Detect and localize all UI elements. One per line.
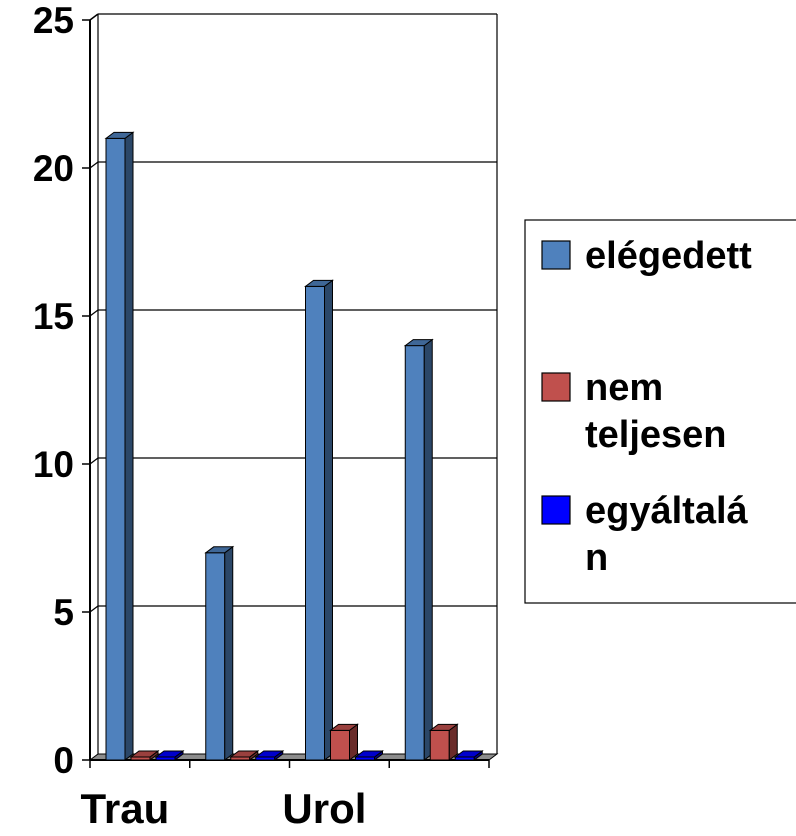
bar-side xyxy=(124,131,134,761)
legend-swatch xyxy=(541,495,571,525)
bar-nem-teljesen-1 xyxy=(229,750,260,761)
legend-label-line: teljesen xyxy=(585,414,727,456)
legend-label-line: nem xyxy=(585,367,663,409)
legend-swatch xyxy=(541,372,571,402)
legend-label-line: n xyxy=(585,537,608,579)
bar-front xyxy=(404,345,425,761)
y-tick-label-20: 20 xyxy=(33,148,74,189)
bar-top xyxy=(428,723,459,731)
legend-label-line: elégedett xyxy=(585,235,752,277)
gridline-side-20 xyxy=(89,161,99,169)
bar-nem-teljesen-0 xyxy=(129,750,160,761)
bar-top xyxy=(104,131,135,139)
bar-egyáltalán-2 xyxy=(354,750,384,761)
legend-box xyxy=(524,219,796,604)
bar-top xyxy=(204,546,235,554)
bar-top xyxy=(453,750,484,758)
bar-egyáltalán-3 xyxy=(453,750,484,761)
y-tick-label-10: 10 xyxy=(33,444,74,485)
bar-front xyxy=(429,729,450,761)
bar-front xyxy=(305,285,325,761)
bar-top xyxy=(329,723,359,731)
bar-top xyxy=(403,339,434,347)
bar-elégedett-2 xyxy=(304,279,334,761)
bar-egyáltalán-1 xyxy=(254,750,285,761)
bar-nem-teljesen-3 xyxy=(428,723,459,761)
bar-top xyxy=(304,279,334,287)
bar-nem-teljesen-2 xyxy=(329,723,359,761)
bar-egyáltalán-0 xyxy=(154,750,185,761)
gridline-side-10 xyxy=(89,457,99,465)
bar-front xyxy=(205,552,226,761)
bar-elégedett-3 xyxy=(403,338,434,761)
legend-swatch xyxy=(541,240,571,270)
legend: elégedett nem teljesen egyáltalá n xyxy=(524,219,796,604)
plot-area: 0 5 10 15 20 25 Trau Urol xyxy=(33,0,499,832)
y-tick-label-25: 25 xyxy=(33,0,74,41)
bar-side xyxy=(423,338,433,761)
x-category-label-0: Trau xyxy=(81,785,170,831)
bar-front xyxy=(105,137,126,761)
y-tick-label-0: 0 xyxy=(53,740,74,781)
bar-top xyxy=(254,750,285,758)
bar-elégedett-1 xyxy=(204,545,235,761)
bar-elégedett-0 xyxy=(104,131,135,761)
x-category-label-2: Urol xyxy=(282,785,366,831)
bar-side xyxy=(324,279,333,761)
bar-side xyxy=(224,545,234,761)
y-axis-top-cap xyxy=(89,13,99,21)
bar-top xyxy=(229,750,260,758)
bar-top xyxy=(154,750,185,758)
legend-label-line: egyáltalá xyxy=(585,490,749,532)
bar-top xyxy=(354,750,384,758)
legend-entry-1: nem teljesen xyxy=(541,367,727,456)
legend-entry-0: elégedett xyxy=(541,235,752,277)
y-tick-label-15: 15 xyxy=(33,296,74,337)
gridline-side-15 xyxy=(89,309,99,317)
gridline-side-5 xyxy=(89,605,99,613)
y-tick-label-5: 5 xyxy=(53,592,74,633)
bar-front xyxy=(330,729,350,761)
bar-top xyxy=(129,750,160,758)
legend-entry-2: egyáltalá n xyxy=(541,490,749,579)
